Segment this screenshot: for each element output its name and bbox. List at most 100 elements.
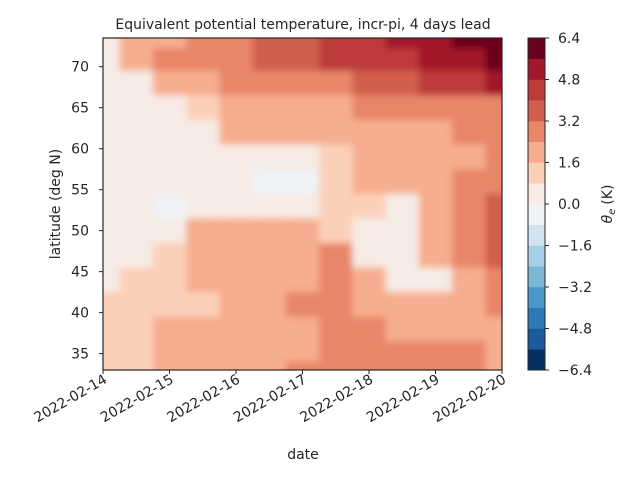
field-cell (103, 193, 121, 219)
field-cell (219, 144, 254, 170)
field-cell (252, 119, 287, 146)
colorbar-swatch (528, 328, 545, 350)
field-cell (152, 144, 187, 170)
field-cell (119, 119, 154, 146)
field-cell (385, 144, 420, 170)
field-cell (119, 218, 154, 244)
colorbar-tick-label: 3.2 (558, 114, 580, 130)
field-cell (152, 361, 187, 370)
field-cell (186, 95, 220, 121)
y-axis-label: latitude (deg N) (48, 149, 64, 259)
field-cell (219, 70, 254, 96)
field-cell (119, 316, 154, 342)
field-cell (352, 267, 387, 293)
field-cell (252, 361, 287, 370)
field-cell (352, 361, 387, 370)
field-cell (452, 119, 486, 146)
field-cell (119, 361, 154, 370)
field-cell (319, 193, 353, 219)
field-cell (418, 38, 453, 49)
field-cell (352, 292, 387, 318)
field-cell (485, 341, 502, 363)
colorbar-swatch (528, 183, 545, 205)
field-cell (352, 169, 387, 195)
field-cell (152, 242, 187, 269)
field-cell (252, 316, 287, 342)
x-axis: 2022-02-142022-02-152022-02-162022-02-17… (32, 370, 509, 426)
field-cell (219, 292, 254, 318)
plot-area (103, 38, 502, 370)
x-tick-label: 2022-02-15 (98, 372, 176, 427)
field-cell (319, 267, 353, 293)
field-cell (319, 48, 353, 72)
field-cell (452, 48, 486, 72)
field-cell (485, 316, 502, 342)
field-cell (219, 242, 254, 269)
field-cell (385, 95, 420, 121)
field-cell (103, 267, 121, 293)
field-cell (219, 267, 254, 293)
colorbar-tick-label: −1.6 (558, 239, 592, 255)
field-cell (219, 218, 254, 244)
field-cell (252, 292, 287, 318)
field-cell (252, 48, 287, 72)
field-cell (152, 38, 187, 49)
field-cell (119, 169, 154, 195)
field-cell (219, 341, 254, 363)
colorbar-swatch (528, 121, 545, 143)
field-cell (485, 267, 502, 293)
field-cell (352, 119, 387, 146)
y-tick-label: 60 (71, 142, 89, 158)
field-cell (319, 361, 353, 370)
field-cell (103, 95, 121, 121)
field-cell (385, 169, 420, 195)
field-cell (285, 292, 320, 318)
field-cell (186, 193, 220, 219)
field-cell (119, 267, 154, 293)
field-cell (352, 144, 387, 170)
y-tick-label: 40 (71, 306, 89, 322)
field-cell (352, 193, 387, 219)
field-cell (152, 218, 187, 244)
field-cell (319, 70, 353, 96)
field-cell (385, 316, 420, 342)
temperature-field (103, 38, 502, 370)
field-cell (119, 144, 154, 170)
field-cell (186, 119, 220, 146)
colorbar-label-subscript: e (607, 209, 618, 215)
field-cell (418, 119, 453, 146)
field-cell (119, 38, 154, 49)
field-cell (152, 341, 187, 363)
field-cell (319, 95, 353, 121)
field-cell (103, 218, 121, 244)
field-cell (485, 119, 502, 146)
field-cell (452, 169, 486, 195)
field-cell (418, 292, 453, 318)
field-cell (285, 38, 320, 49)
y-axis: 35 40 45 50 55 60 65 70 (71, 60, 103, 363)
colorbar: 6.4 4.8 3.2 1.6 0.0 −1.6 −3.2 −4.8 −6.4 (527, 31, 592, 379)
colorbar-swatch (528, 141, 545, 163)
field-cell (219, 38, 254, 49)
field-cell (352, 95, 387, 121)
field-cell (352, 316, 387, 342)
field-cell (252, 193, 287, 219)
colorbar-label-unit: (K) (600, 185, 616, 205)
field-cell (252, 218, 287, 244)
colorbar-tick-label: 1.6 (558, 156, 580, 172)
x-tick-label: 2022-02-17 (231, 372, 309, 427)
field-cell (418, 169, 453, 195)
field-cell (252, 341, 287, 363)
field-cell (285, 316, 320, 342)
field-cell (152, 169, 187, 195)
x-axis-label: date (287, 447, 319, 463)
field-cell (252, 267, 287, 293)
field-cell (219, 119, 254, 146)
field-cell (186, 169, 220, 195)
field-cell (119, 242, 154, 269)
colorbar-swatch (528, 38, 545, 60)
field-cell (485, 38, 502, 49)
field-cell (252, 144, 287, 170)
field-cell (285, 95, 320, 121)
colorbar-swatch (528, 100, 545, 122)
